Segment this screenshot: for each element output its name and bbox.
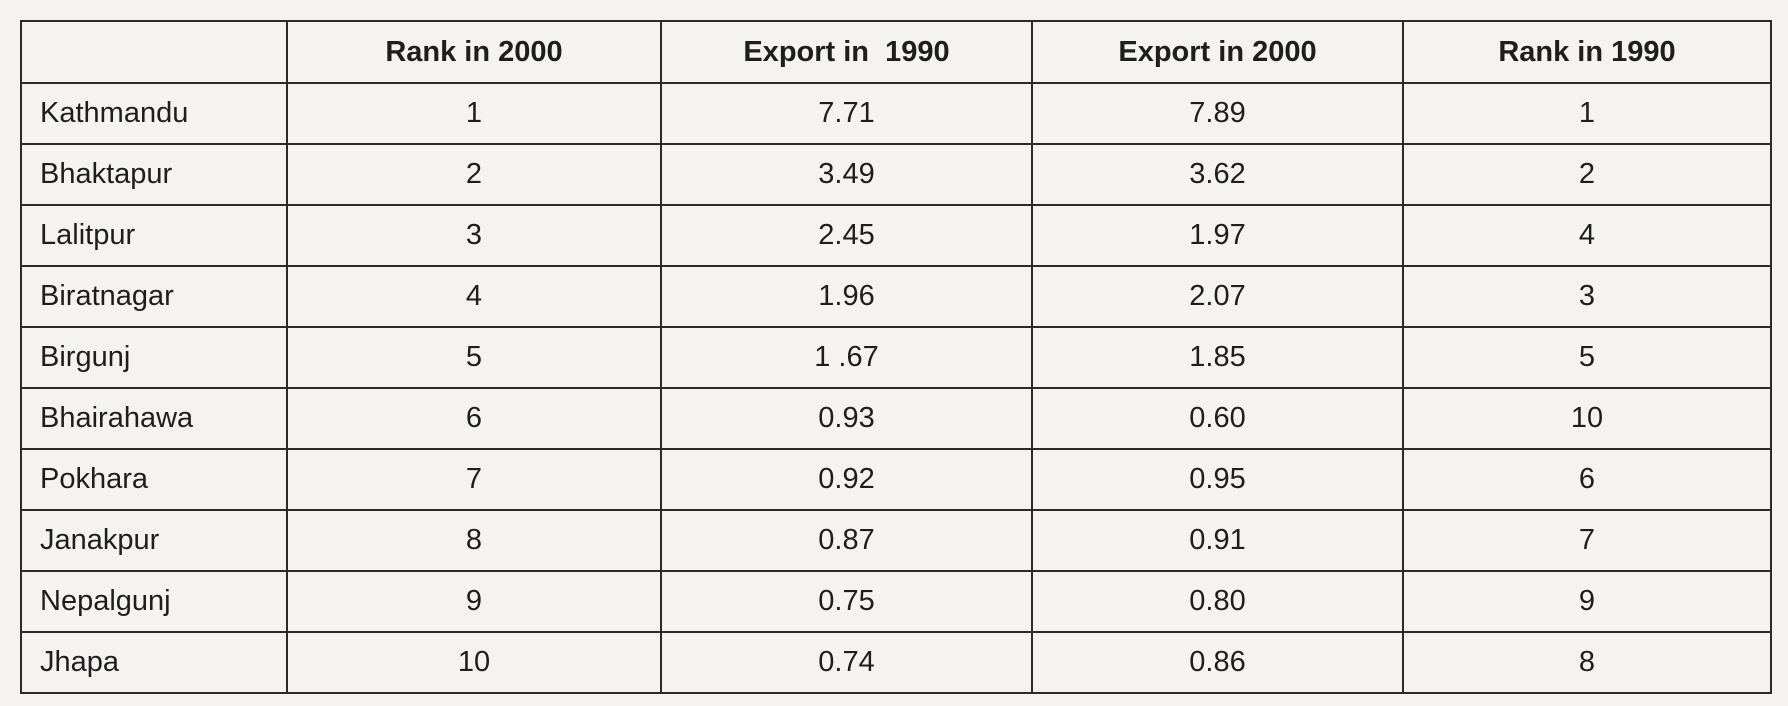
value-cell: 7.89 <box>1031 82 1404 145</box>
value-cell: 6 <box>286 387 662 450</box>
city-cell: Lalitpur <box>20 204 288 267</box>
value-cell: 0.87 <box>660 509 1033 572</box>
header-cell: Rank in 1990 <box>1402 20 1772 84</box>
header-row: Rank in 2000 Export in 1990 Export in 2000… <box>20 20 1772 84</box>
value-cell: 0.86 <box>1031 631 1404 694</box>
table-row: Janakpur 8 0.87 0.91 7 <box>20 509 1772 572</box>
value-cell: 10 <box>1402 387 1772 450</box>
value-cell: 2.45 <box>660 204 1033 267</box>
city-cell: Pokhara <box>20 448 288 511</box>
value-cell: 0.92 <box>660 448 1033 511</box>
value-cell: 7.71 <box>660 82 1033 145</box>
table-row: Bhaktapur 2 3.49 3.62 2 <box>20 143 1772 206</box>
value-cell: 3.49 <box>660 143 1033 206</box>
value-cell: 1.97 <box>1031 204 1404 267</box>
value-cell: 10 <box>286 631 662 694</box>
city-cell: Biratnagar <box>20 265 288 328</box>
value-cell: 0.75 <box>660 570 1033 633</box>
table-row: Nepalgunj 9 0.75 0.80 9 <box>20 570 1772 633</box>
value-cell: 2.07 <box>1031 265 1404 328</box>
value-cell: 3.62 <box>1031 143 1404 206</box>
table-row: Biratnagar 4 1.96 2.07 3 <box>20 265 1772 328</box>
table-body: Kathmandu 1 7.71 7.89 1 Bhaktapur 2 3.49 3.62 2 La… <box>20 82 1772 694</box>
value-cell: 1 .67 <box>660 326 1033 389</box>
city-cell: Kathmandu <box>20 82 288 145</box>
export-table: Rank in 2000 Export in 1990 Export in 2000… <box>20 20 1772 694</box>
value-cell: 9 <box>286 570 662 633</box>
value-cell: 7 <box>1402 509 1772 572</box>
table-row: Jhapa 10 0.74 0.86 8 <box>20 631 1772 694</box>
header-cell: Export in 2000 <box>1031 20 1404 84</box>
value-cell: 8 <box>286 509 662 572</box>
table-row: Pokhara 7 0.92 0.95 6 <box>20 448 1772 511</box>
value-cell: 0.74 <box>660 631 1033 694</box>
value-cell: 5 <box>1402 326 1772 389</box>
value-cell: 3 <box>1402 265 1772 328</box>
table-header: Rank in 2000 Export in 1990 Export in 2000… <box>20 20 1772 84</box>
table-row: Lalitpur 3 2.45 1.97 4 <box>20 204 1772 267</box>
value-cell: 0.95 <box>1031 448 1404 511</box>
value-cell: 2 <box>1402 143 1772 206</box>
city-cell: Birgunj <box>20 326 288 389</box>
city-cell: Bhairahawa <box>20 387 288 450</box>
header-cell: Rank in 2000 <box>286 20 662 84</box>
value-cell: 0.93 <box>660 387 1033 450</box>
value-cell: 4 <box>286 265 662 328</box>
table-row: Birgunj 5 1 .67 1.85 5 <box>20 326 1772 389</box>
value-cell: 0.80 <box>1031 570 1404 633</box>
city-cell: Jhapa <box>20 631 288 694</box>
header-cell <box>20 20 288 84</box>
value-cell: 6 <box>1402 448 1772 511</box>
table-row: Bhairahawa 6 0.93 0.60 10 <box>20 387 1772 450</box>
value-cell: 5 <box>286 326 662 389</box>
value-cell: 4 <box>1402 204 1772 267</box>
city-cell: Janakpur <box>20 509 288 572</box>
value-cell: 8 <box>1402 631 1772 694</box>
value-cell: 0.60 <box>1031 387 1404 450</box>
value-cell: 1.85 <box>1031 326 1404 389</box>
value-cell: 2 <box>286 143 662 206</box>
table-row: Kathmandu 1 7.71 7.89 1 <box>20 82 1772 145</box>
city-cell: Nepalgunj <box>20 570 288 633</box>
value-cell: 1 <box>286 82 662 145</box>
value-cell: 7 <box>286 448 662 511</box>
value-cell: 3 <box>286 204 662 267</box>
value-cell: 9 <box>1402 570 1772 633</box>
city-cell: Bhaktapur <box>20 143 288 206</box>
value-cell: 1 <box>1402 82 1772 145</box>
header-cell: Export in 1990 <box>660 20 1033 84</box>
value-cell: 1.96 <box>660 265 1033 328</box>
value-cell: 0.91 <box>1031 509 1404 572</box>
